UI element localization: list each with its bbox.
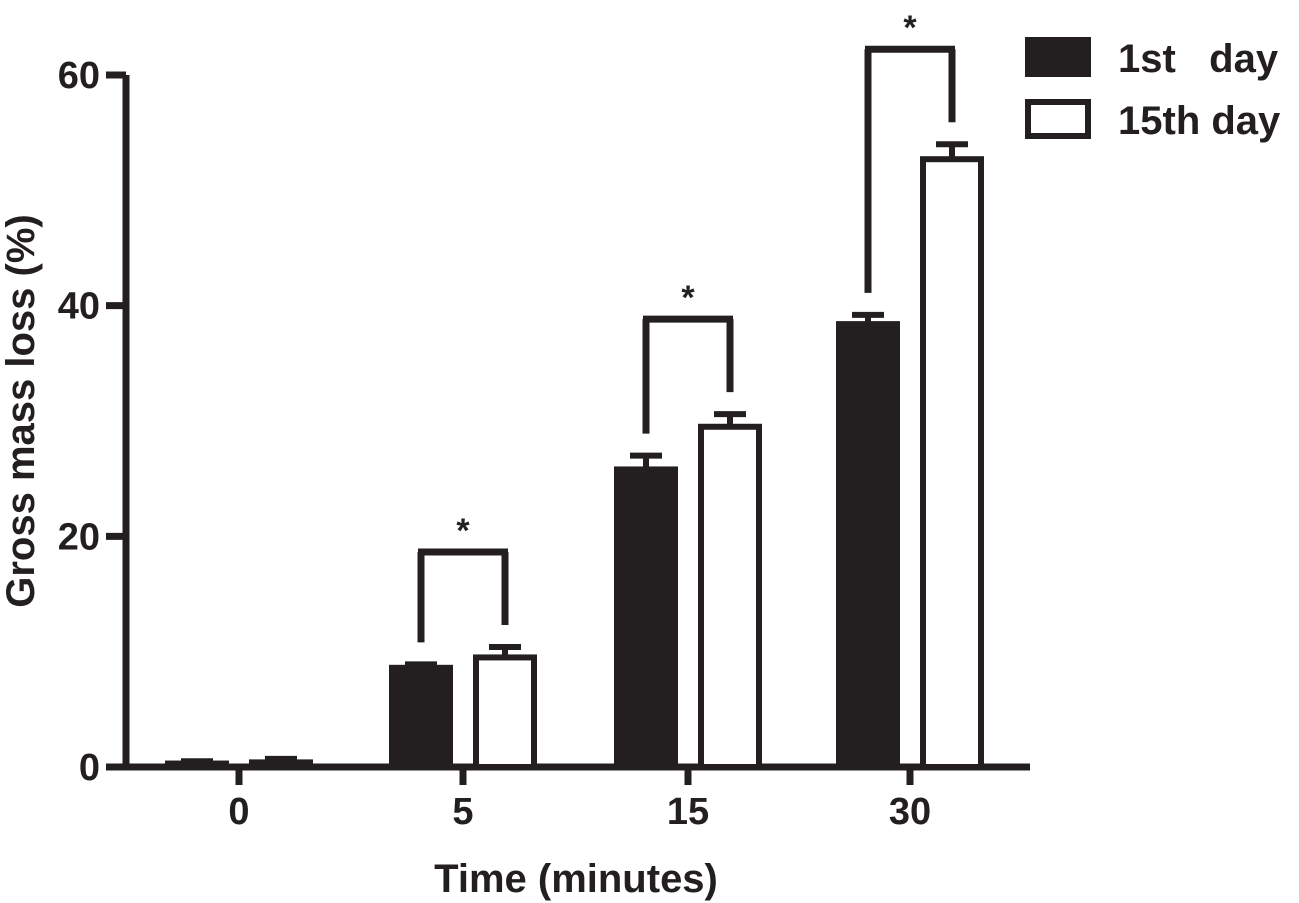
legend: 1st day 15th day bbox=[1025, 37, 1281, 143]
bar-1st-day-15 bbox=[614, 466, 678, 770]
x-tick-label: 30 bbox=[889, 791, 931, 833]
y-tick-label: 40 bbox=[58, 286, 100, 328]
y-tick-label: 0 bbox=[79, 747, 100, 789]
y-tick-label: 60 bbox=[58, 55, 100, 97]
y-axis-title: Gross mass loss (%) bbox=[0, 214, 43, 608]
bar-15th-day-30 bbox=[920, 156, 984, 770]
legend-label-1st-day: 1st day bbox=[1118, 37, 1279, 81]
legend-label-15th-day: 15th day bbox=[1118, 99, 1281, 143]
x-ticks: 0 5 15 30 bbox=[228, 767, 931, 833]
x-tick-label: 15 bbox=[667, 791, 709, 833]
y-tick-label: 20 bbox=[58, 516, 100, 558]
significance-star: * bbox=[903, 9, 917, 47]
x-tick-label: 5 bbox=[452, 791, 473, 833]
significance-star: * bbox=[456, 512, 470, 550]
legend-swatch-1st-day bbox=[1025, 37, 1091, 77]
significance-star: * bbox=[681, 279, 695, 317]
bar-1st-day-30 bbox=[836, 321, 900, 770]
bar-15th-day-15 bbox=[698, 423, 762, 770]
x-tick-label: 0 bbox=[228, 791, 249, 833]
error-bars bbox=[181, 141, 968, 765]
significance-brackets: * * * bbox=[417, 9, 956, 643]
bar-15th-day-5 bbox=[473, 654, 537, 771]
bar-15th-day-0 bbox=[249, 759, 313, 770]
legend-swatch-15th-day bbox=[1025, 99, 1091, 139]
bars bbox=[165, 156, 984, 771]
y-ticks: 0 20 40 60 bbox=[58, 55, 126, 789]
bar-1st-day-5 bbox=[389, 664, 453, 771]
x-axis-title: Time (minutes) bbox=[434, 857, 718, 901]
